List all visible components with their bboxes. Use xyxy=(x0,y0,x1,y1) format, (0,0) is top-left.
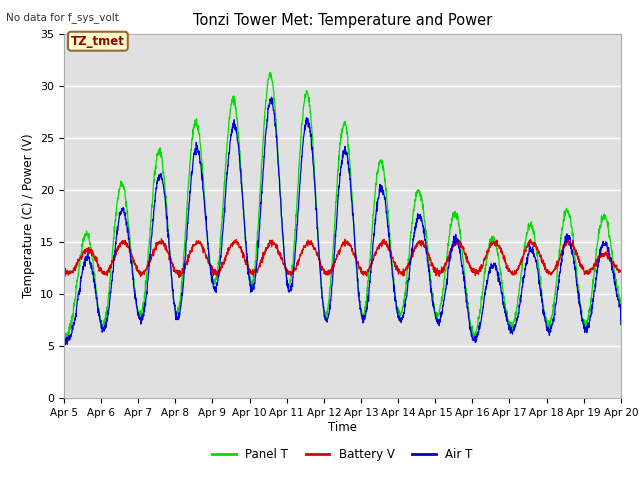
Battery V xyxy=(60,270,68,276)
Text: TZ_tmet: TZ_tmet xyxy=(71,35,125,48)
Battery V xyxy=(617,268,625,274)
Air T xyxy=(268,94,275,100)
Air T xyxy=(61,342,69,348)
Text: No data for f_sys_volt: No data for f_sys_volt xyxy=(6,12,119,23)
Y-axis label: Temperature (C) / Power (V): Temperature (C) / Power (V) xyxy=(22,134,35,298)
Panel T xyxy=(584,317,591,323)
X-axis label: Time: Time xyxy=(328,421,357,434)
Battery V xyxy=(216,267,223,273)
Air T xyxy=(568,251,576,257)
Legend: Panel T, Battery V, Air T: Panel T, Battery V, Air T xyxy=(207,443,477,466)
Panel T xyxy=(359,316,367,322)
Battery V xyxy=(157,236,165,242)
Panel T xyxy=(568,225,576,230)
Panel T xyxy=(266,70,274,75)
Battery V xyxy=(568,241,576,247)
Battery V xyxy=(584,270,591,276)
Battery V xyxy=(175,275,183,280)
Panel T xyxy=(60,328,68,334)
Panel T xyxy=(62,336,70,342)
Title: Tonzi Tower Met: Temperature and Power: Tonzi Tower Met: Temperature and Power xyxy=(193,13,492,28)
Battery V xyxy=(505,266,513,272)
Battery V xyxy=(359,271,367,277)
Air T xyxy=(371,221,379,227)
Line: Air T: Air T xyxy=(64,97,621,345)
Air T xyxy=(60,335,68,341)
Air T xyxy=(584,325,591,331)
Air T xyxy=(617,321,625,327)
Line: Panel T: Panel T xyxy=(64,72,621,339)
Panel T xyxy=(371,191,379,197)
Panel T xyxy=(505,317,513,323)
Battery V xyxy=(371,252,379,257)
Panel T xyxy=(617,322,625,328)
Air T xyxy=(359,320,367,326)
Air T xyxy=(216,265,223,271)
Line: Battery V: Battery V xyxy=(64,239,621,277)
Panel T xyxy=(216,253,223,259)
Air T xyxy=(505,322,513,327)
